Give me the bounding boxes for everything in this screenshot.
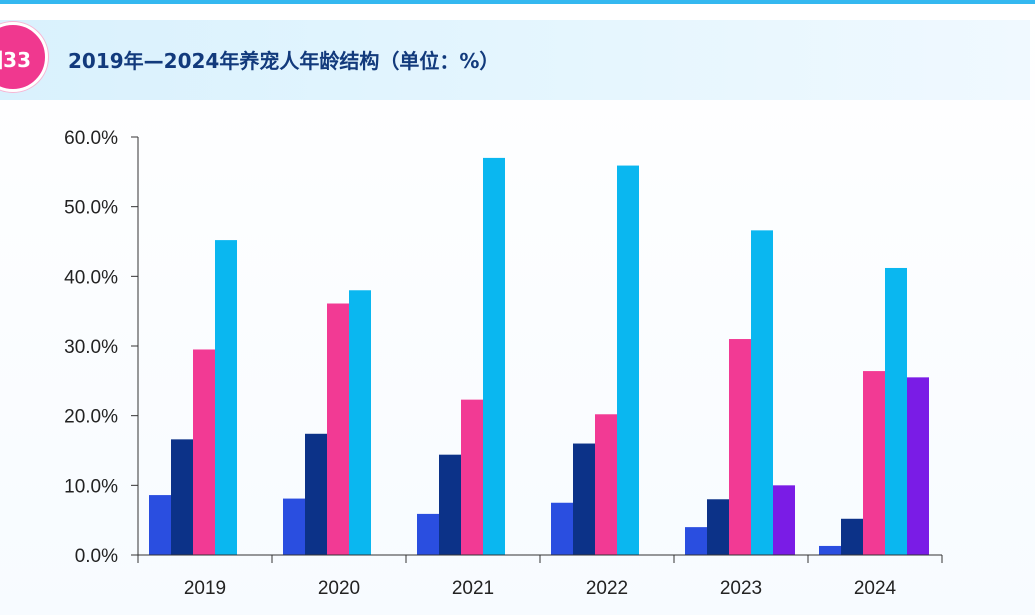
bar-2023-series-3 — [729, 339, 751, 555]
x-tick-label: 2023 — [720, 578, 762, 599]
bar-2020-series-4 — [349, 290, 371, 555]
x-tick-label: 2021 — [452, 578, 494, 599]
y-tick-label: 10.0% — [64, 476, 118, 497]
bar-2022-series-4 — [617, 165, 639, 555]
bar-2021-series-3 — [461, 399, 483, 555]
y-tick-label: 60.0% — [64, 128, 118, 149]
bar-2023-series-1 — [685, 527, 707, 555]
y-tick-label: 0.0% — [75, 546, 118, 567]
bar-2024-series-1 — [819, 545, 841, 555]
x-tick-label: 2020 — [318, 578, 360, 599]
bar-2022-series-2 — [573, 443, 595, 555]
bar-2024-series-5 — [907, 377, 929, 555]
y-tick-label: 50.0% — [64, 198, 118, 219]
bar-2019-series-3 — [193, 349, 215, 555]
bar-2021-series-4 — [483, 157, 505, 555]
bar-2022-series-1 — [551, 502, 573, 555]
bar-2021-series-2 — [439, 454, 461, 555]
bar-2023-series-2 — [707, 499, 729, 555]
bar-2023-series-5 — [773, 485, 795, 555]
bar-2020-series-3 — [327, 303, 349, 555]
x-tick-label: 2022 — [586, 578, 628, 599]
labels-group: 0.0% 10.0% 20.0% 30.0% 40.0% 50.0% 60.0% 2019 20… — [64, 128, 896, 599]
axes-group — [131, 136, 943, 563]
y-tick-label: 40.0% — [64, 267, 118, 288]
bar-2020-series-1 — [283, 498, 305, 555]
x-tick-label: 2024 — [854, 578, 897, 599]
bar-2021-series-1 — [417, 513, 439, 555]
chart-title: 2019年—2024年养宠人年龄结构（单位：%） — [68, 49, 500, 73]
bar-2024-series-3 — [863, 371, 885, 555]
bar-2023-series-4 — [751, 230, 773, 555]
bar-2019-series-1 — [149, 495, 171, 555]
bar-2024-series-4 — [885, 267, 907, 555]
header-band — [0, 20, 1030, 100]
bar-2019-series-2 — [171, 439, 193, 555]
y-tick-label: 20.0% — [64, 407, 118, 428]
top-accent-line — [0, 0, 1035, 4]
bar-2022-series-3 — [595, 414, 617, 555]
y-tick-label: 30.0% — [64, 337, 118, 358]
bars-group — [149, 157, 929, 555]
bar-2020-series-2 — [305, 433, 327, 555]
bar-2019-series-4 — [215, 240, 237, 555]
bar-2024-series-2 — [841, 518, 863, 555]
x-tick-label: 2019 — [184, 578, 226, 599]
